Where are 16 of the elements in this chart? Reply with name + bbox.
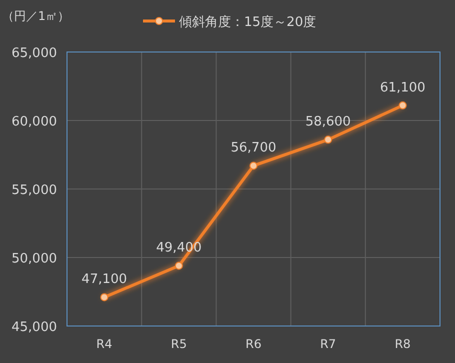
xtick: R7 <box>320 337 336 351</box>
ytick: 55,000 <box>12 183 57 198</box>
data-label: 58,600 <box>305 114 351 130</box>
data-label: 47,100 <box>82 272 128 288</box>
ylabel: （円／1㎡） <box>2 9 70 23</box>
ytick: 45,000 <box>12 320 57 335</box>
xtick: R4 <box>96 337 112 351</box>
ytick: 65,000 <box>12 46 57 61</box>
xtick: R8 <box>394 337 411 351</box>
data-label: 61,100 <box>380 80 426 96</box>
ytick: 50,000 <box>12 252 57 266</box>
ytick: 60,000 <box>12 114 57 130</box>
xtick: R5 <box>170 337 187 351</box>
data-label: 56,700 <box>230 140 276 156</box>
xtick: R6 <box>246 337 262 351</box>
legend-text: 傾斜角度：15度～20度 <box>179 15 316 30</box>
